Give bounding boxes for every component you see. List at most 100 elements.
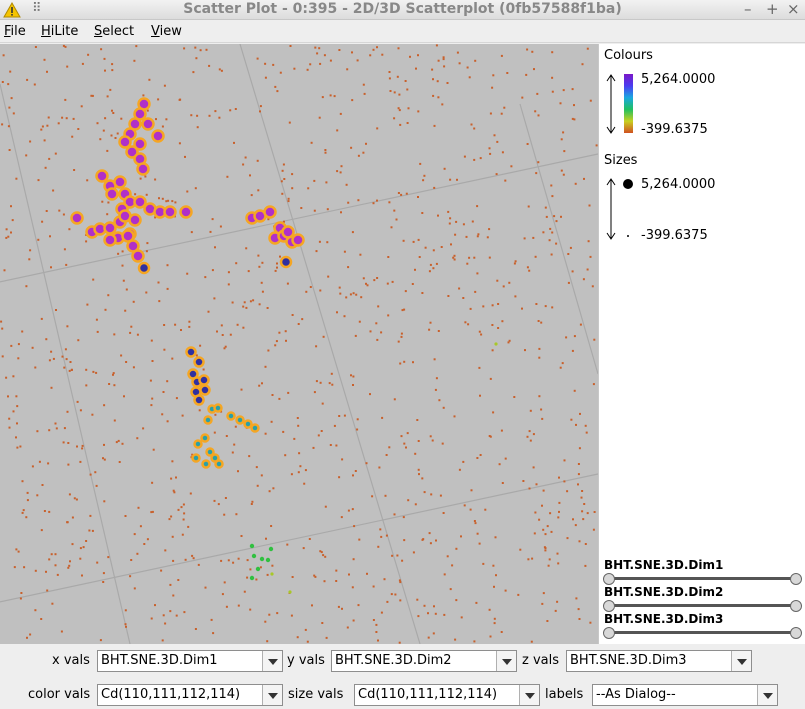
close-icon[interactable]: × xyxy=(787,0,800,18)
scatter-point xyxy=(242,326,245,329)
scatter-point xyxy=(251,500,254,503)
scatter-point xyxy=(354,470,357,472)
color-vals-select[interactable]: Cd(110,111,112,114) xyxy=(97,684,283,706)
scatter-point xyxy=(351,508,354,511)
y-vals-select[interactable]: BHT.SNE.3D.Dim2 xyxy=(331,650,517,672)
scatter-point xyxy=(181,533,184,536)
scatter-point xyxy=(319,62,322,65)
scatter-point xyxy=(291,173,294,176)
chevron-down-icon[interactable] xyxy=(519,685,539,705)
chevron-down-icon[interactable] xyxy=(262,651,282,671)
scatter-point xyxy=(136,552,139,555)
scatter-point xyxy=(324,151,327,154)
title-bar[interactable]: ⠿ Scatter Plot - 0:395 - 2D/3D Scatterpl… xyxy=(0,0,805,20)
scatter-point xyxy=(271,564,274,567)
dim3-slider-max-handle[interactable] xyxy=(790,627,802,639)
scatter-point xyxy=(197,563,200,566)
labels-select[interactable]: --As Dialog-- xyxy=(592,684,778,706)
sizes-title: Sizes xyxy=(604,153,638,168)
scatter-point xyxy=(551,76,554,79)
scatter-point xyxy=(175,476,177,479)
chevron-down-icon[interactable] xyxy=(731,651,751,671)
scatter-point xyxy=(436,80,439,83)
dim1-slider-track[interactable] xyxy=(609,577,797,580)
scatter-point xyxy=(592,383,595,386)
scatter-point xyxy=(81,444,84,447)
scatter-point xyxy=(473,640,476,643)
scatter-point xyxy=(248,455,251,458)
scatter-point xyxy=(497,303,500,305)
scatter-point xyxy=(143,543,146,545)
scatter-point xyxy=(455,547,458,550)
scatter-point xyxy=(488,435,491,437)
scatter-point xyxy=(417,615,420,618)
scatter-point xyxy=(17,343,20,346)
menu-view[interactable]: View xyxy=(151,24,182,39)
scatter-point xyxy=(54,553,57,556)
scatter-point xyxy=(232,561,235,564)
scatter-point xyxy=(106,149,109,152)
scatter-point xyxy=(246,576,249,579)
scatter-plot-svg[interactable] xyxy=(0,44,598,644)
dim1-slider-max-handle[interactable] xyxy=(790,573,802,585)
dim2-slider-track[interactable] xyxy=(609,604,797,607)
gridline xyxy=(0,153,598,283)
scatter-point xyxy=(318,116,321,119)
minimize-icon[interactable]: – xyxy=(744,0,752,18)
size-vals-select[interactable]: Cd(110,111,112,114) xyxy=(354,684,540,706)
scatter-point xyxy=(37,179,40,182)
color-vals-value: Cd(110,111,112,114) xyxy=(101,687,241,702)
chevron-down-icon[interactable] xyxy=(496,651,516,671)
cluster-point xyxy=(193,356,205,368)
scatter-point xyxy=(473,256,476,259)
scatter-point xyxy=(427,636,430,639)
menu-select[interactable]: Select xyxy=(94,24,134,39)
scatter-point xyxy=(442,58,445,61)
dim2-slider-max-handle[interactable] xyxy=(790,600,802,612)
maximize-icon[interactable]: + xyxy=(766,0,779,18)
dim3-slider-min-handle[interactable] xyxy=(603,627,615,639)
scatter-point xyxy=(62,441,65,444)
scatter-point xyxy=(589,99,592,102)
cluster-point xyxy=(105,187,119,201)
scatter-point xyxy=(558,501,561,504)
scatter-point xyxy=(48,157,51,160)
chevron-down-icon[interactable] xyxy=(262,685,282,705)
scatter-point xyxy=(381,53,384,56)
scatter-point xyxy=(545,215,548,218)
scatter-point xyxy=(242,163,245,166)
scatter-point xyxy=(231,451,234,454)
scatter-point xyxy=(542,489,545,492)
scatter-point xyxy=(388,77,391,80)
menu-hilite[interactable]: HiLite xyxy=(41,24,78,39)
scatter-point xyxy=(493,134,496,137)
scatter-point xyxy=(352,384,354,386)
scatter-point xyxy=(68,369,71,372)
scatter-point xyxy=(326,241,329,244)
window-title: Scatter Plot - 0:395 - 2D/3D Scatterplot… xyxy=(183,1,622,17)
dim1-slider-min-handle[interactable] xyxy=(603,573,615,585)
scatter-point xyxy=(282,163,285,166)
scatter-plot-canvas[interactable] xyxy=(0,44,598,644)
pin-icon[interactable]: ⠿ xyxy=(32,1,42,16)
scatter-point xyxy=(28,258,31,261)
scatter-point xyxy=(466,262,469,265)
scatter-point xyxy=(266,307,269,309)
scatter-point xyxy=(419,162,422,165)
dim2-slider-min-handle[interactable] xyxy=(603,600,615,612)
z-vals-select[interactable]: BHT.SNE.3D.Dim3 xyxy=(566,650,752,672)
x-vals-select[interactable]: BHT.SNE.3D.Dim1 xyxy=(97,650,283,672)
chevron-down-icon[interactable] xyxy=(757,685,777,705)
scatter-point xyxy=(65,263,68,266)
dim3-slider-track[interactable] xyxy=(609,631,797,634)
cluster-point xyxy=(191,453,201,463)
scatter-point xyxy=(429,435,432,438)
scatter-point xyxy=(252,299,255,302)
scatter-point xyxy=(562,89,565,92)
scatter-point xyxy=(417,468,420,471)
scatter-point xyxy=(418,256,421,258)
scatter-point xyxy=(244,156,247,159)
scatter-point xyxy=(195,354,198,357)
scatter-point xyxy=(406,122,409,124)
menu-file[interactable]: File xyxy=(4,24,26,39)
